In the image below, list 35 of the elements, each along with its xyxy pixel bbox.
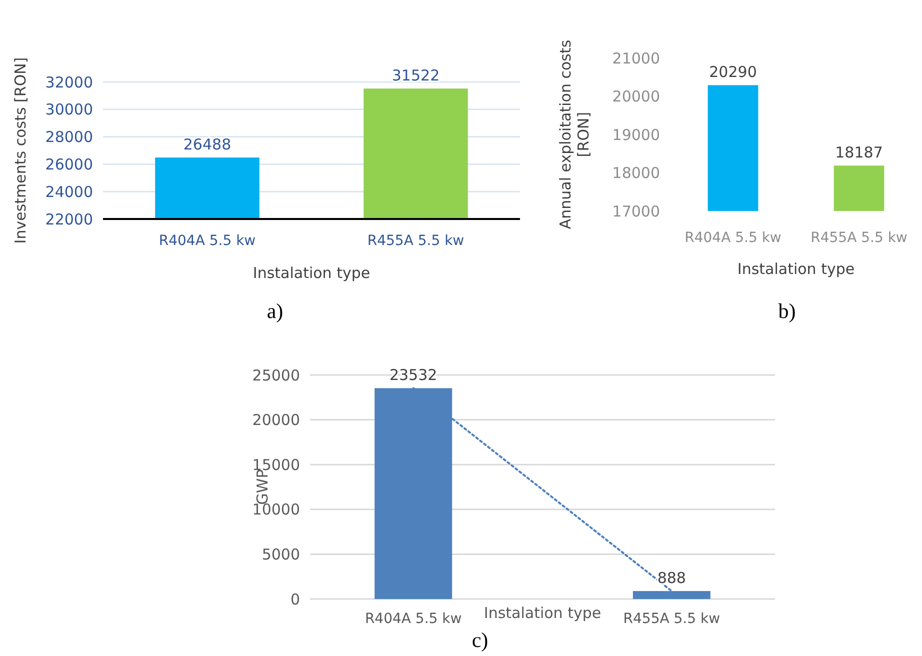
x-tick-label: R404A 5.5 kw [364,611,462,627]
x-tick-label: R404A 5.5 kw [684,230,782,246]
text: a) [266,299,284,323]
data-label: 26488 [183,136,232,154]
y-tick-label: 26000 [45,155,93,174]
data-label: 23532 [389,366,438,384]
x-axis-title: Instalation type [252,264,370,282]
y-axis-title: Investments costs [RON] [11,57,30,244]
y-tick-label: 19000 [612,126,660,144]
text: c) [472,628,488,652]
x-tick-label: R404A 5.5 kw [158,233,256,249]
x-tick-label: R455A 5.5 kw [623,611,720,627]
y-tick-label: 5000 [262,545,300,564]
data-label: 888 [657,569,686,588]
y-tick-label: 17000 [612,202,660,220]
text: b) [778,299,796,323]
y-tick-label: 20000 [612,88,660,106]
y-tick-label: 30000 [45,100,93,119]
y-tick-label: 0 [290,590,300,608]
y-tick-label: 22000 [45,210,93,228]
y-tick-label: 28000 [45,128,93,146]
y-tick-label: 25000 [252,366,300,384]
y-tick-label: 32000 [45,73,93,92]
data-label: 18187 [835,144,883,162]
y-tick-label: 18000 [612,164,660,182]
x-axis-title: Instalation type [484,604,602,622]
data-label: 31522 [392,66,440,85]
data-label: 20290 [709,63,757,82]
x-axis-title: Instalation type [737,260,855,278]
y-tick-label: 21000 [612,49,660,68]
x-tick-label: R455A 5.5 kw [810,230,908,246]
y-tick-label: 24000 [45,182,93,201]
y-tick-label: 20000 [252,411,300,430]
x-tick-label: R455A 5.5 kw [367,233,464,249]
y-axis-title: Annual exploitation costs [RON] [556,40,592,230]
